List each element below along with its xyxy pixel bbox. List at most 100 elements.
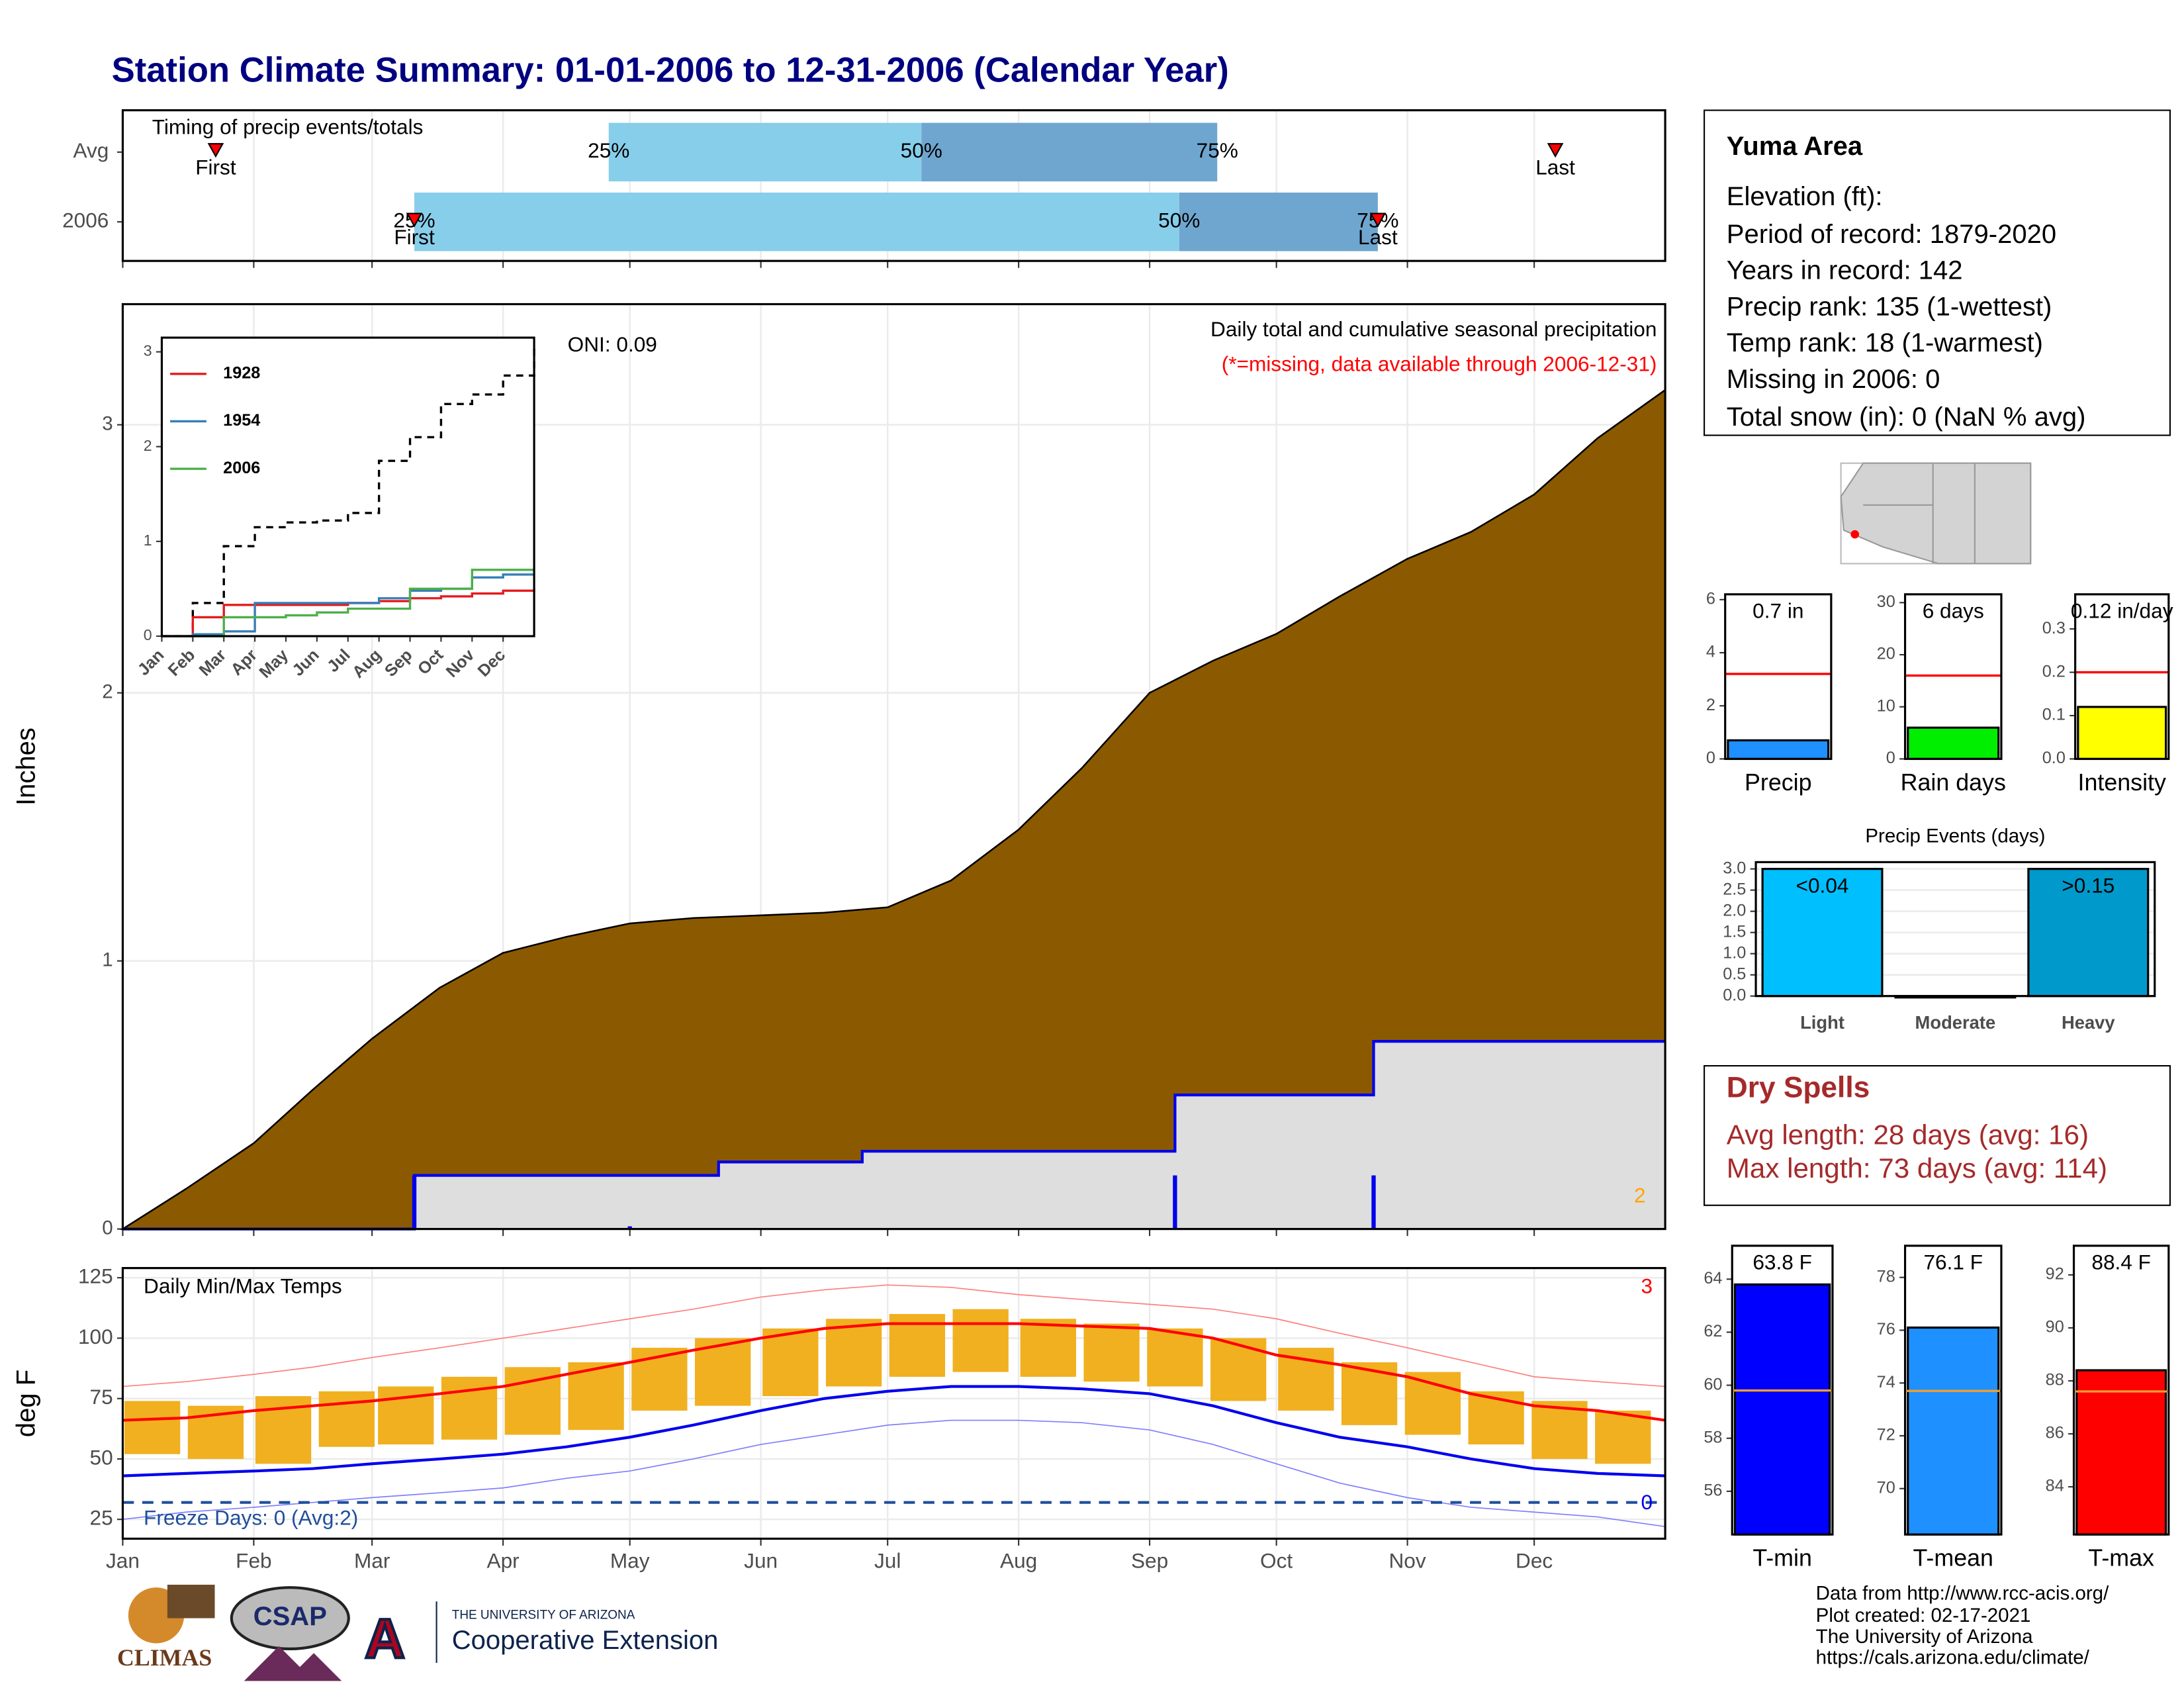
panel-frame <box>160 336 535 637</box>
logo-text: CSAP <box>253 1602 327 1631</box>
daily-bar <box>1173 1175 1177 1229</box>
panel-frame <box>1903 1244 2003 1536</box>
y-tick-label: 2.0 <box>1723 901 1746 919</box>
panel-title: Daily Min/Max Temps <box>144 1274 342 1297</box>
panel-frame <box>1754 861 2156 998</box>
y-tick-label: 30 <box>1877 592 1895 611</box>
event-label: First <box>394 225 435 249</box>
info-line: Elevation (ft): <box>1727 182 1883 211</box>
temp-range-bar <box>1595 1410 1651 1464</box>
x-category-label: T-min <box>1752 1545 1812 1571</box>
y-tick-label: 0 <box>1886 749 1895 767</box>
credit-line: The University of Arizona <box>1816 1626 2034 1648</box>
event-label: Last <box>1535 155 1575 179</box>
csap-mountain <box>244 1646 342 1681</box>
panel-title: Precip Events (days) <box>1865 825 2045 847</box>
y-tick-label: 1 <box>102 949 113 970</box>
temp-range-bar <box>1083 1323 1140 1382</box>
bar <box>1727 739 1830 761</box>
location-map <box>1840 462 2032 565</box>
panel-background <box>1725 594 1831 759</box>
y-tick-label: 125 <box>78 1264 113 1288</box>
threshold-label: <0.04 <box>1796 873 1849 897</box>
value-label: 76.1 F <box>1923 1250 1983 1274</box>
x-category-label: Heavy <box>2062 1012 2115 1033</box>
event-marker <box>207 143 224 158</box>
y-tick-label: 2 <box>1706 696 1715 714</box>
info-line: Total snow (in): 0 (NaN % avg) <box>1727 402 2086 432</box>
x-tick-label: Jan <box>106 1549 140 1573</box>
temp-range-bar <box>825 1319 882 1387</box>
y-axis-title: deg F <box>12 1370 41 1437</box>
y-tick-label: 92 <box>2046 1265 2064 1284</box>
y-tick-label: 1.5 <box>1723 922 1746 941</box>
x-tick-label: Dec <box>1516 1549 1553 1573</box>
temp-range-bar <box>952 1309 1009 1372</box>
event-label: First <box>195 155 236 179</box>
event-marker <box>1369 212 1387 228</box>
y-tick-label: 56 <box>1704 1481 1722 1499</box>
y-tick-label: 2 <box>144 437 152 454</box>
y-tick-label: 58 <box>1704 1428 1722 1446</box>
y-tick-label: 74 <box>1877 1373 1895 1391</box>
y-tick-label: 4 <box>1706 643 1715 661</box>
y-tick-label: 3 <box>144 342 152 359</box>
y-tick-label: 3 <box>102 413 113 435</box>
percent-label: 50% <box>901 138 942 162</box>
value-label: 88.4 F <box>2091 1250 2151 1274</box>
y-tick-label: 2 <box>102 680 113 702</box>
panel-frame <box>121 109 1666 262</box>
panel-background <box>161 338 535 637</box>
panel-frame <box>121 1267 1666 1540</box>
record-count: 3 <box>1641 1274 1653 1297</box>
temp-range-bar <box>1404 1372 1461 1435</box>
x-tick-label: Feb <box>236 1549 271 1573</box>
panel-frame <box>2074 593 2170 761</box>
credit-line: Data from http://www.rcc-acis.org/ <box>1816 1583 2109 1605</box>
y-tick-label: 84 <box>2046 1477 2064 1495</box>
bar <box>1761 868 1884 998</box>
x-category-label: Moderate <box>1915 1012 1996 1033</box>
y-tick-label: 76 <box>1877 1320 1895 1338</box>
temp-line <box>122 1284 1666 1387</box>
temp-line <box>122 1385 1666 1477</box>
percent-label: 50% <box>1158 208 1200 232</box>
panel-title: Timing of precip events/totals <box>152 115 424 138</box>
temp-line <box>122 1419 1666 1528</box>
y-tick-label: 0 <box>1706 749 1715 767</box>
x-category-label: Intensity <box>2078 769 2166 796</box>
logos: CLIMAS CSAP A THE UNIVERSITY OF ARIZONA … <box>117 1584 718 1681</box>
quartile-bar <box>608 122 922 182</box>
quartile-bar <box>921 122 1218 182</box>
y-tick-label: 62 <box>1704 1322 1722 1340</box>
map-borders <box>1863 463 1976 564</box>
y-tick-label: 0 <box>102 1217 113 1239</box>
threshold-label: >0.15 <box>2062 873 2115 897</box>
daily-bar <box>1371 1175 1376 1229</box>
panel-frame <box>2072 1244 2170 1536</box>
station-name: Yuma Area <box>1727 132 1863 161</box>
panel-frame <box>1731 1244 1834 1536</box>
dry-line: Avg length: 28 days (avg: 16) <box>1727 1119 2089 1150</box>
x-tick-label: Oct <box>1260 1549 1293 1573</box>
info-line: Missing in 2006: 0 <box>1727 365 1940 394</box>
y-tick-label: 0.1 <box>2042 706 2066 724</box>
temp-range-bar <box>1020 1319 1076 1377</box>
x-category-label: Rain days <box>1901 769 2006 796</box>
dry-frame <box>1704 1065 2171 1206</box>
temp-range-bar <box>762 1328 819 1397</box>
credit-line: https://cals.arizona.edu/climate/ <box>1816 1646 2090 1668</box>
temp-range-bar <box>631 1348 688 1411</box>
logo-text: THE UNIVERSITY OF ARIZONA <box>452 1608 635 1622</box>
bar <box>2027 868 2150 998</box>
dry-line: Max length: 73 days (avg: 114) <box>1727 1152 2107 1184</box>
event-marker <box>406 212 423 228</box>
freeze-count: 0 <box>1641 1490 1653 1514</box>
legend-label: 1954 <box>223 411 260 430</box>
y-tick-label: 78 <box>1877 1267 1895 1286</box>
info-line: Years in record: 142 <box>1727 256 1963 285</box>
y-tick-label: 90 <box>2046 1318 2064 1336</box>
y-tick-label: 1 <box>144 532 152 549</box>
quartile-bar <box>414 192 1179 252</box>
